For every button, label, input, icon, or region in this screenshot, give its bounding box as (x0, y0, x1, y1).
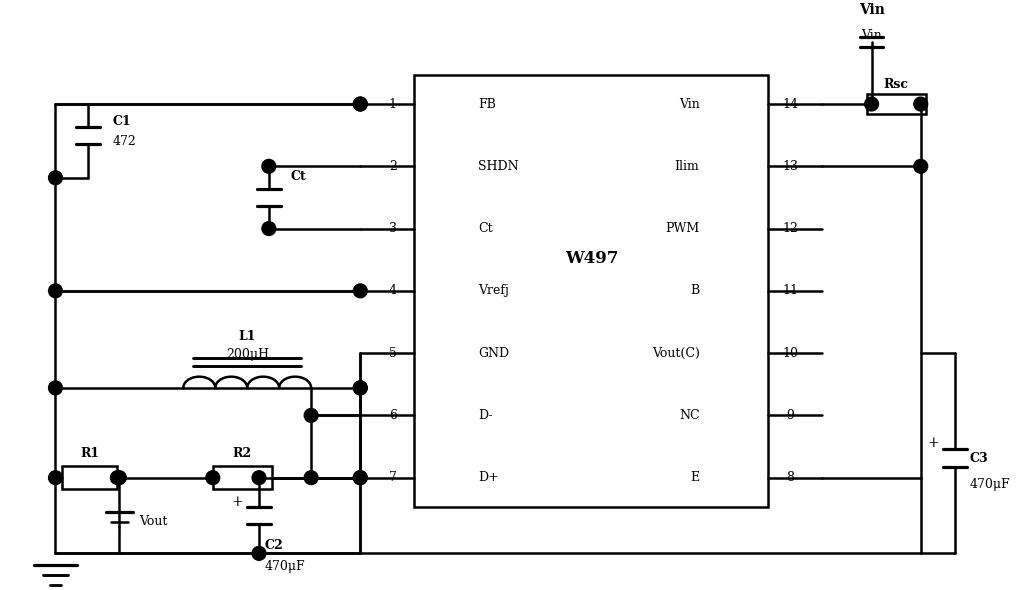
Text: 13: 13 (782, 160, 798, 173)
Text: Vin: Vin (679, 97, 699, 110)
Text: SHDN: SHDN (479, 160, 519, 173)
Text: Vout(C): Vout(C) (651, 346, 699, 360)
Text: 12: 12 (782, 222, 798, 235)
Circle shape (304, 408, 318, 422)
Circle shape (206, 471, 219, 484)
Text: C1: C1 (113, 115, 131, 128)
Circle shape (354, 97, 367, 111)
Circle shape (113, 471, 126, 484)
Text: Vin: Vin (862, 29, 882, 42)
Bar (415, 74, 768, 507)
Text: B: B (690, 284, 699, 297)
Text: Vin: Vin (859, 2, 885, 17)
Text: +: + (928, 437, 940, 450)
Text: 2: 2 (389, 160, 396, 173)
Text: Ct: Ct (291, 170, 306, 183)
Text: FB: FB (479, 97, 496, 110)
Circle shape (252, 546, 266, 560)
Text: Vout: Vout (139, 516, 168, 529)
Text: C2: C2 (265, 539, 283, 552)
Text: 470μF: 470μF (265, 560, 306, 573)
Text: +: + (232, 495, 243, 509)
Text: NC: NC (679, 409, 699, 422)
Circle shape (49, 471, 62, 484)
Text: 9: 9 (786, 409, 793, 422)
Text: 10: 10 (782, 346, 798, 360)
Text: 3: 3 (389, 222, 396, 235)
Text: C3: C3 (970, 452, 989, 465)
Text: 472: 472 (113, 135, 136, 148)
Text: 7: 7 (389, 471, 396, 484)
Text: 1: 1 (389, 97, 396, 110)
Circle shape (111, 471, 124, 484)
Circle shape (262, 159, 275, 173)
Text: Rsc: Rsc (884, 78, 908, 91)
Circle shape (49, 381, 62, 395)
Circle shape (913, 97, 928, 111)
Text: Ct: Ct (479, 222, 493, 235)
Circle shape (354, 471, 367, 484)
Circle shape (354, 381, 367, 395)
Bar (867, 94, 926, 114)
Circle shape (262, 222, 275, 235)
Circle shape (354, 471, 367, 484)
Text: 4: 4 (389, 284, 396, 297)
Text: Ilim: Ilim (675, 160, 699, 173)
Circle shape (304, 471, 318, 484)
Text: E: E (691, 471, 699, 484)
Text: 8: 8 (786, 471, 793, 484)
Text: R2: R2 (233, 447, 252, 460)
Text: 11: 11 (782, 284, 798, 297)
Circle shape (354, 97, 367, 111)
Circle shape (49, 284, 62, 298)
Circle shape (49, 171, 62, 185)
Text: R1: R1 (80, 447, 100, 460)
Text: 14: 14 (782, 97, 798, 110)
Circle shape (865, 97, 879, 111)
Circle shape (354, 381, 367, 395)
Text: 5: 5 (389, 346, 396, 360)
Bar (212, 466, 272, 490)
Text: Vrefj: Vrefj (479, 284, 509, 297)
Circle shape (354, 284, 367, 298)
Text: 470μF: 470μF (970, 478, 1011, 491)
Text: PWM: PWM (665, 222, 699, 235)
Text: D+: D+ (479, 471, 499, 484)
Text: 6: 6 (389, 409, 396, 422)
Circle shape (252, 471, 266, 484)
Text: GND: GND (479, 346, 509, 360)
Text: D-: D- (479, 409, 493, 422)
Circle shape (913, 159, 928, 173)
Text: L1: L1 (239, 330, 256, 343)
Text: 200μH: 200μH (226, 348, 268, 361)
Text: W497: W497 (565, 250, 618, 267)
Bar (62, 466, 118, 490)
